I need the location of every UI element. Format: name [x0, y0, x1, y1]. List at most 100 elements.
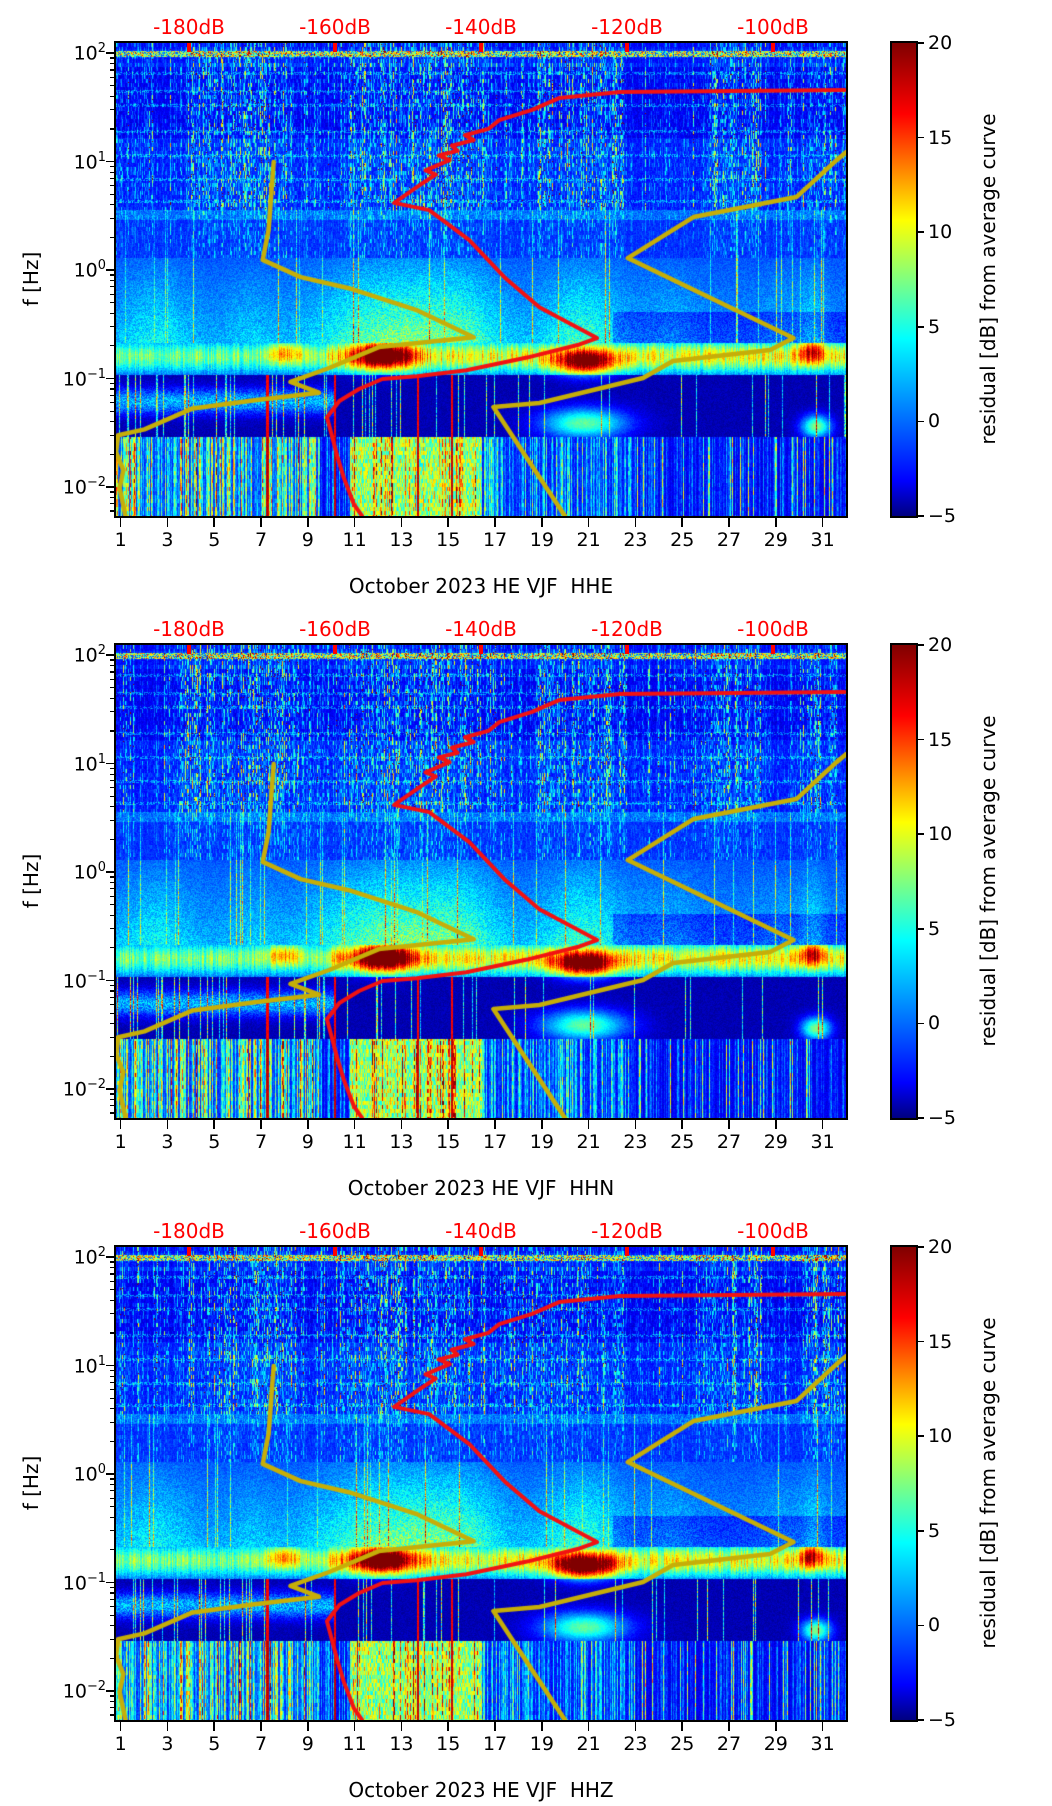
x-tick: [541, 1120, 543, 1129]
y-minor-tick: [109, 711, 114, 713]
x-tick-label: 17: [482, 1733, 508, 1755]
y-minor-tick: [109, 1055, 114, 1057]
x-tick: [634, 518, 637, 527]
x-tick: [681, 518, 683, 527]
top-axis-tick: [187, 43, 191, 52]
y-tick-label: 10−1: [40, 367, 106, 390]
x-tick: [307, 1120, 309, 1129]
y-minor-tick: [109, 510, 114, 512]
y-minor-tick: [109, 434, 114, 436]
colorbar-tick: [918, 420, 924, 423]
top-axis-label: -180dB: [153, 617, 225, 641]
y-tick-base: 10: [62, 1078, 87, 1101]
x-tick: [494, 1722, 496, 1731]
y-tick-exp: 1: [97, 149, 106, 165]
y-minor-tick: [109, 947, 114, 949]
y-minor-tick: [109, 279, 114, 282]
x-tick: [821, 1120, 824, 1129]
x-tick-label: 25: [670, 1131, 695, 1153]
colorbar-tick-label: 15: [928, 1330, 953, 1353]
y-minor-tick: [109, 928, 114, 930]
y-tick-base: 10: [62, 367, 87, 390]
colorbar-tick-label: 5: [928, 1519, 941, 1542]
y-minor-tick: [109, 185, 114, 187]
colorbar: [890, 1245, 918, 1722]
x-tick: [775, 1120, 777, 1129]
top-axis-tick: [479, 43, 483, 52]
y-minor-tick: [109, 217, 114, 219]
y-tick-exp: −1: [86, 1570, 106, 1586]
y-tick-label: 102: [40, 643, 106, 666]
x-tick: [166, 1120, 169, 1129]
y-tick-label: 10−2: [40, 1679, 106, 1702]
y-minor-tick: [109, 193, 114, 195]
y-minor-tick: [109, 795, 114, 797]
y-tick-exp: −1: [86, 968, 106, 984]
y-tick-exp: −2: [86, 1678, 106, 1694]
x-tick: [681, 1722, 683, 1731]
y-minor-tick: [109, 1389, 114, 1391]
x-tick-label: 19: [529, 1131, 554, 1153]
y-minor-tick: [109, 1280, 114, 1282]
y-tick-base: 10: [73, 861, 98, 884]
top-axis-label: -120dB: [591, 1219, 663, 1243]
y-minor-tick: [109, 687, 114, 689]
y-minor-tick: [109, 69, 114, 71]
colorbar-tick-label: 0: [928, 1012, 941, 1035]
y-minor-tick: [109, 984, 114, 987]
x-tick: [353, 1722, 356, 1731]
x-tick-label: 13: [389, 529, 414, 551]
y-tick-base: 10: [73, 644, 98, 667]
x-tick: [119, 1120, 122, 1129]
colorbar-tick-label: 20: [928, 32, 953, 54]
top-axis-label: -160dB: [299, 15, 371, 39]
y-minor-tick: [109, 1490, 114, 1492]
top-axis-tick: [625, 1247, 629, 1256]
x-tick: [681, 1120, 683, 1129]
x-tick-label: 3: [161, 1733, 174, 1755]
y-minor-tick: [109, 382, 114, 385]
x-tick-label: 23: [623, 1131, 648, 1153]
x-tick-label: 23: [623, 1733, 648, 1755]
x-tick-label: 27: [716, 1131, 742, 1153]
colorbar-tick-label: −5: [928, 1107, 957, 1129]
y-minor-tick: [109, 1614, 114, 1616]
top-axis-label: -100dB: [737, 1219, 809, 1243]
y-tick-exp: 2: [97, 643, 106, 659]
y-minor-tick: [109, 697, 114, 699]
top-axis-tick: [187, 645, 191, 654]
y-tick-label: 101: [40, 150, 106, 173]
y-tick-base: 10: [73, 1463, 98, 1486]
y-minor-tick: [109, 1093, 114, 1095]
colorbar-tick: [918, 515, 924, 517]
colorbar-tick: [918, 644, 924, 646]
x-tick-label: 9: [301, 1131, 314, 1153]
y-minor-tick: [109, 1483, 114, 1486]
x-tick: [307, 1722, 309, 1731]
top-axis-label: -180dB: [153, 1219, 225, 1243]
y-tick-exp: 2: [97, 41, 106, 57]
x-tick: [166, 1722, 169, 1731]
colorbar-tick: [918, 1530, 924, 1532]
colorbar-tick-label: −5: [928, 1709, 957, 1731]
colorbar-tick: [918, 42, 924, 44]
y-tick-base: 10: [62, 1680, 87, 1703]
x-tick-label: 9: [301, 1733, 314, 1755]
y-minor-tick: [109, 1605, 114, 1608]
y-tick-label: 10−1: [40, 969, 106, 992]
x-tick: [400, 1722, 403, 1731]
x-tick: [587, 1120, 590, 1129]
y-major-tick: [106, 1364, 114, 1367]
colorbar-tick-label: 0: [928, 1614, 941, 1637]
colorbar-tick: [918, 928, 924, 930]
colorbar-tick-label: 20: [928, 1236, 953, 1258]
y-minor-tick: [109, 1313, 114, 1315]
top-axis-tick: [479, 645, 483, 654]
y-minor-tick: [109, 401, 114, 404]
top-axis-tick: [333, 1247, 337, 1256]
x-tick-label: 15: [436, 1131, 461, 1153]
y-tick-exp: 0: [97, 258, 106, 274]
top-axis-tick: [187, 1247, 191, 1256]
y-minor-tick: [109, 806, 114, 808]
y-minor-tick: [109, 95, 114, 97]
